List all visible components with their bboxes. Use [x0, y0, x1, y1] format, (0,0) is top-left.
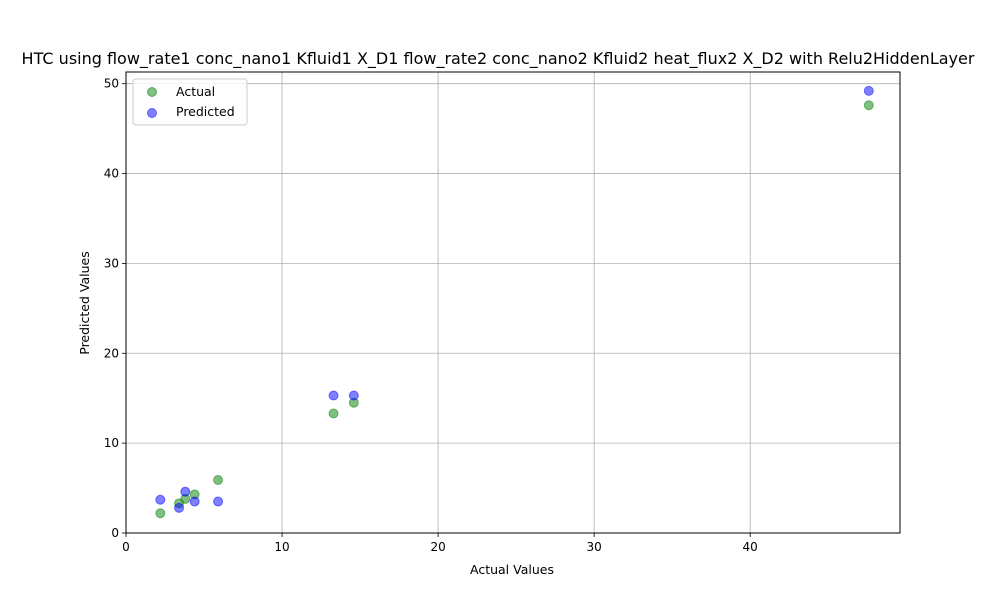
point-actual	[155, 508, 166, 519]
legend-box	[132, 78, 248, 126]
point-predicted	[348, 390, 359, 401]
point-actual	[213, 474, 224, 485]
data-points	[155, 85, 874, 519]
point-predicted	[155, 494, 166, 505]
plot-area-frame	[125, 71, 901, 534]
axis-ticks: 0 10 20 30 40 0 10 20 30 40 50	[104, 77, 758, 554]
y-axis-label: Predicted Values	[77, 251, 92, 355]
x-tick-label: 10	[274, 540, 289, 554]
y-tick-label: 20	[104, 346, 119, 360]
legend-label-predicted: Predicted	[176, 104, 235, 119]
legend-label-actual: Actual	[176, 84, 215, 99]
grid-lines	[125, 72, 900, 534]
legend-marker-predicted	[147, 108, 157, 118]
x-tick-label: 40	[743, 540, 758, 554]
x-axis-label: Actual Values	[470, 562, 554, 577]
y-tick-label: 40	[104, 167, 119, 181]
x-tick-label: 0	[122, 540, 130, 554]
legend: Actual Predicted	[132, 78, 248, 126]
point-predicted	[189, 496, 200, 507]
point-actual	[863, 100, 874, 111]
y-tick-label: 30	[104, 256, 119, 270]
x-tick-label: 20	[430, 540, 445, 554]
point-predicted	[180, 486, 191, 497]
legend-marker-actual	[147, 87, 157, 97]
x-tick-label: 30	[587, 540, 602, 554]
point-predicted	[174, 502, 185, 513]
y-tick-label: 50	[104, 77, 119, 91]
y-tick-label: 10	[104, 436, 119, 450]
point-predicted	[328, 390, 339, 401]
point-actual	[328, 408, 339, 419]
y-tick-label: 0	[111, 526, 119, 540]
point-predicted	[213, 496, 224, 507]
chart-title: HTC using flow_rate1 conc_nano1 Kfluid1 …	[22, 49, 975, 69]
point-predicted	[863, 85, 874, 96]
